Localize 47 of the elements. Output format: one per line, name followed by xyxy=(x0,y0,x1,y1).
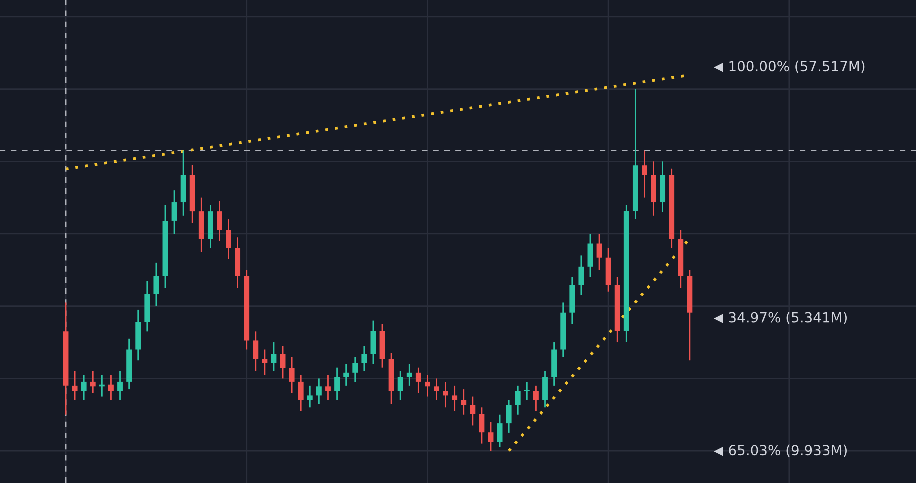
candlestick xyxy=(578,255,584,296)
candlestick xyxy=(280,345,286,380)
candlestick xyxy=(307,385,313,408)
candlestick xyxy=(424,374,430,398)
candlestick xyxy=(289,356,295,394)
candlestick xyxy=(416,367,422,394)
candlestick xyxy=(588,233,594,278)
candlestick xyxy=(90,370,96,394)
candlestick xyxy=(172,190,178,235)
candlestick xyxy=(352,356,358,384)
candlestick xyxy=(398,370,404,402)
candlestick xyxy=(316,378,322,405)
candlestick xyxy=(497,414,503,448)
candlestick xyxy=(488,421,494,452)
text: 34.97% (5.341M) xyxy=(729,312,847,324)
candlestick xyxy=(226,218,232,260)
text: 100.00% (57.517M) xyxy=(730,60,865,74)
candlestick xyxy=(344,364,350,387)
candlestick xyxy=(461,388,467,416)
candlestick xyxy=(406,364,412,387)
candlestick xyxy=(452,385,458,412)
candlestick xyxy=(479,406,485,445)
candlestick xyxy=(642,150,648,199)
text: 65.03% (9.933M) xyxy=(729,444,847,458)
candlestick xyxy=(434,378,440,402)
candlestick xyxy=(298,374,304,412)
candlestick xyxy=(596,233,602,271)
candlestick xyxy=(262,349,268,376)
candlestick xyxy=(443,382,449,408)
candlestick xyxy=(542,370,548,408)
candlestick xyxy=(334,367,340,402)
candlestick xyxy=(253,330,259,372)
candlestick xyxy=(217,200,222,242)
candlestick xyxy=(326,374,331,402)
candlestick xyxy=(108,374,114,402)
candlestick xyxy=(72,370,78,402)
candlestick xyxy=(506,400,512,434)
candlestick xyxy=(118,370,123,402)
candlestick xyxy=(370,320,376,365)
candlestick xyxy=(81,374,87,402)
candlestick xyxy=(524,382,530,402)
candlestick xyxy=(362,345,368,372)
candlestick xyxy=(271,342,277,372)
candlestick xyxy=(470,396,476,426)
candlestick xyxy=(154,262,160,308)
candlestick xyxy=(515,385,521,416)
candlestick xyxy=(534,385,539,412)
